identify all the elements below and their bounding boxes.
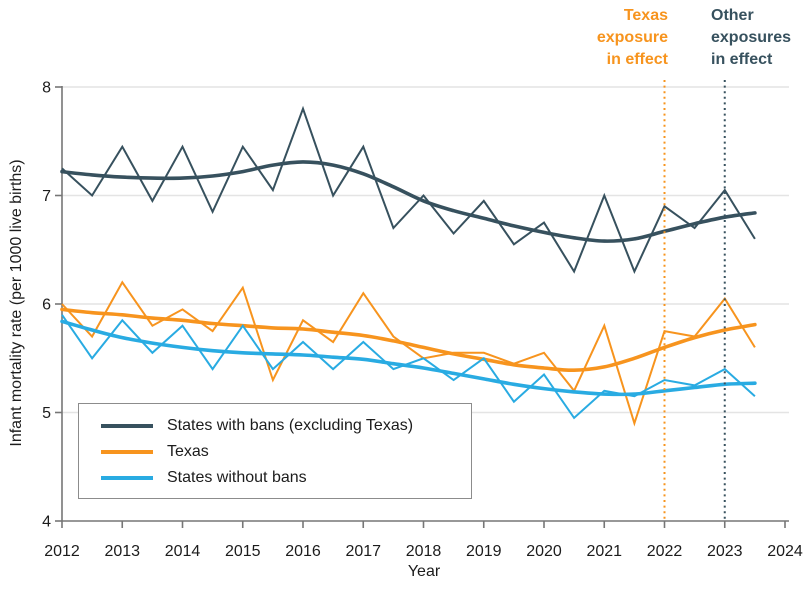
x-tick-label: 2019: [466, 543, 502, 560]
annotation-line: Texas: [623, 7, 668, 24]
x-tick-label: 2012: [44, 543, 80, 560]
legend-label: States without bans: [167, 469, 307, 486]
legend-label: States with bans (excluding Texas): [167, 417, 414, 434]
x-tick-label: 2024: [767, 543, 803, 560]
annotation-line: exposure: [596, 29, 668, 46]
y-tick-label: 8: [42, 80, 51, 97]
legend-item-ban-states: States with bans (excluding Texas): [79, 413, 471, 439]
y-tick-label: 5: [42, 405, 51, 422]
x-tick-label: 2016: [285, 543, 321, 560]
x-tick-label: 2014: [165, 543, 201, 560]
x-tick-label: 2017: [345, 543, 381, 560]
x-tick-label: 2018: [406, 543, 442, 560]
annotation-line: in effect: [606, 51, 668, 68]
ban-states-line-swatch: [101, 424, 153, 428]
texas-exposure-annotation: Texas exposure in effect: [597, 5, 668, 71]
x-tick-label: 2013: [104, 543, 140, 560]
annotation-line: Other: [711, 7, 754, 24]
series-line-texas-trend: [60, 307, 757, 373]
legend-label: Texas: [167, 443, 209, 460]
texas-line-swatch: [101, 450, 153, 454]
chart-legend: States with bans (excluding Texas) Texas…: [78, 403, 472, 499]
x-tick-label: 2015: [225, 543, 261, 560]
no-ban-states-line-swatch: [101, 476, 153, 480]
annotation-line: exposures: [711, 29, 792, 46]
x-tick-label: 2020: [526, 543, 562, 560]
other-exposures-annotation: Other exposures in effect: [711, 5, 791, 71]
y-axis-title: Infant mortality rate (per 1000 live bir…: [8, 159, 25, 447]
series-line-states-with-bans-excluding-texas: [61, 105, 756, 275]
x-tick-label: 2022: [647, 543, 683, 560]
legend-item-no-ban-states: States without bans: [79, 465, 471, 491]
x-tick-label: 2023: [707, 543, 743, 560]
legend-item-texas: Texas: [79, 439, 471, 465]
x-tick-label: 2021: [586, 543, 622, 560]
series-line-texas: [61, 280, 756, 427]
series-line-states-with-bans-excluding-texas-trend: [60, 160, 757, 243]
annotation-line: in effect: [711, 51, 773, 68]
y-tick-label: 4: [42, 514, 51, 531]
y-tick-label: 7: [42, 188, 51, 205]
x-axis-title: Year: [407, 563, 441, 580]
series-line-states-without-bans-trend: [60, 319, 757, 397]
y-tick-label: 6: [42, 297, 51, 314]
